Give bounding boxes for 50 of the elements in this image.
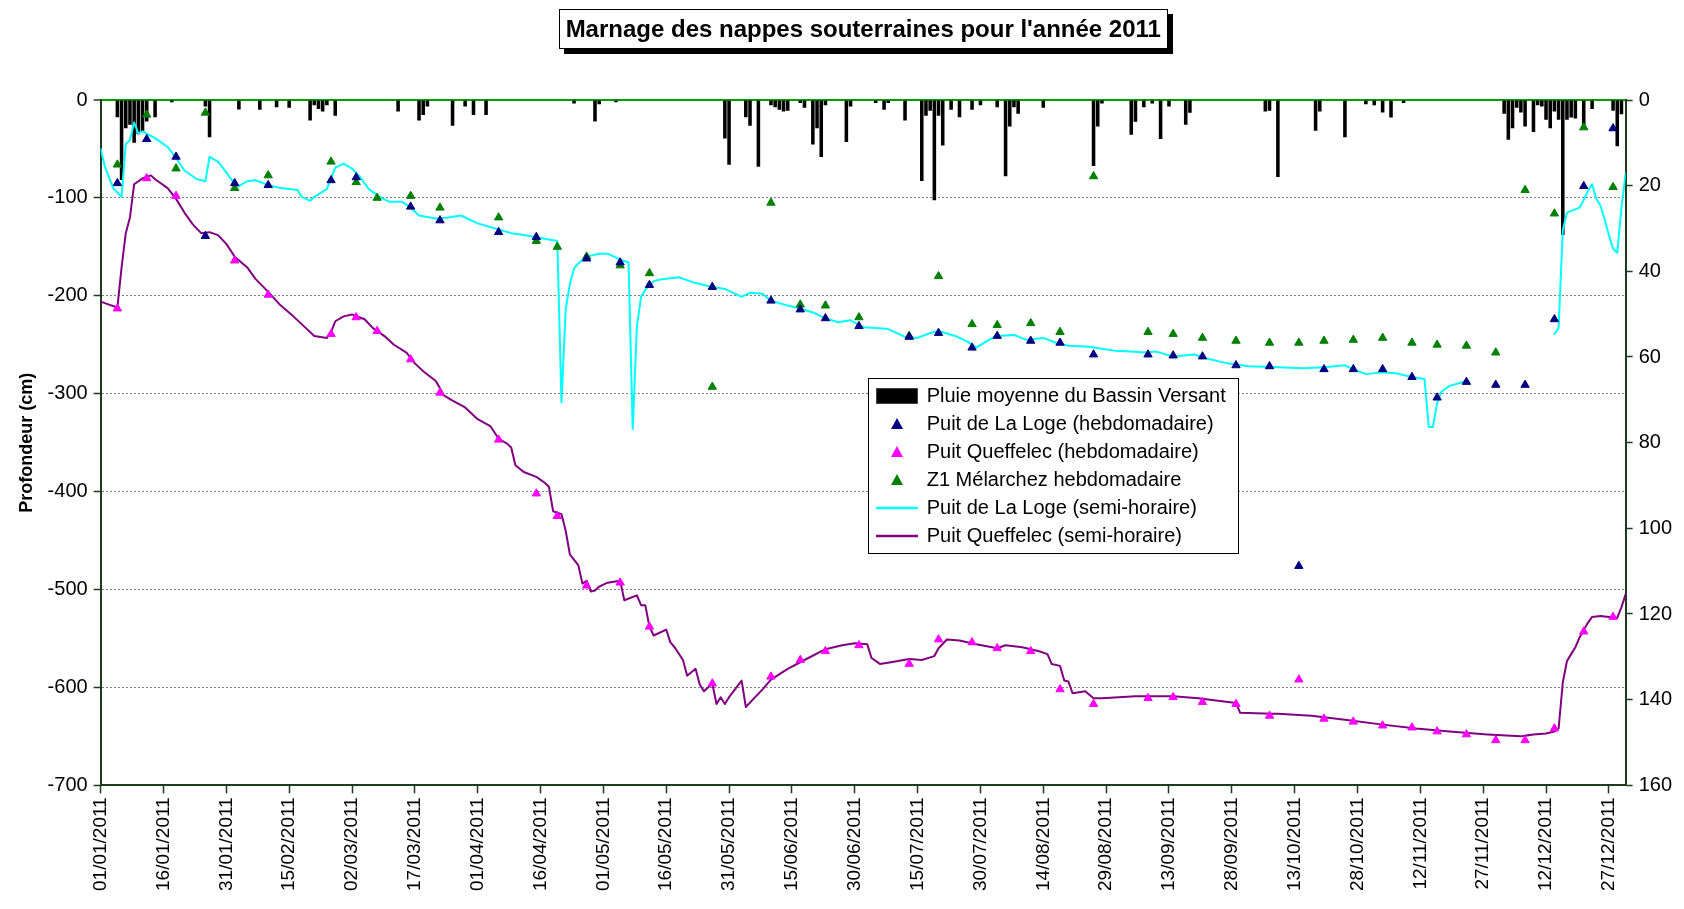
- x-tick-label: 01/01/2011: [88, 797, 110, 891]
- y2-tick-label: 100: [1638, 515, 1673, 538]
- x-tick-label: 16/01/2011: [151, 797, 173, 891]
- x-tick-label: 15/02/2011: [277, 797, 299, 891]
- x-tick-label: 30/07/2011: [968, 797, 990, 891]
- legend-label: Pluie moyenne du Bassin Versant: [926, 384, 1226, 408]
- x-tick-label: 15/06/2011: [780, 797, 802, 891]
- x-tick-label: 01/04/2011: [465, 797, 487, 891]
- y2-tick-label: 20: [1638, 173, 1661, 196]
- y2-tick-label: 60: [1638, 344, 1661, 367]
- legend-label: Puit de La Loge (hebdomadaire): [926, 412, 1214, 436]
- y-tick-label: 0: [76, 87, 88, 110]
- x-tick-label: 01/05/2011: [591, 797, 613, 891]
- x-tick-label: 28/10/2011: [1345, 797, 1367, 891]
- x-tick-label: 12/12/2011: [1534, 797, 1556, 891]
- x-tick-label: 31/01/2011: [214, 797, 236, 891]
- y-tick-label: -500: [47, 577, 88, 600]
- legend-label: Puit Queffelec (hebdomadaire): [926, 440, 1199, 464]
- y-tick-label: -100: [47, 185, 88, 208]
- y-axis-title: Profondeur (cm): [15, 372, 36, 513]
- x-tick-label: 13/10/2011: [1282, 797, 1304, 891]
- x-tick-label: 02/03/2011: [340, 797, 362, 891]
- x-tick-label: 12/11/2011: [1408, 797, 1430, 890]
- x-tick-label: 14/08/2011: [1031, 797, 1053, 891]
- y2-tick-label: 160: [1638, 772, 1673, 795]
- y2-tick-label: 140: [1638, 687, 1673, 710]
- x-tick-label: 28/09/2011: [1220, 797, 1242, 891]
- y2-tick-label: 120: [1638, 601, 1673, 624]
- y-tick-label: -200: [47, 283, 88, 306]
- y-tick-label: -300: [47, 381, 88, 404]
- y-tick-label: -400: [47, 479, 88, 502]
- x-tick-label: 16/04/2011: [528, 797, 550, 891]
- legend-label: Z1 Mélarchez hebdomadaire: [926, 468, 1182, 492]
- y-tick-label: -600: [47, 674, 88, 697]
- chart-title: Marnage des nappes souterraines pour l'année 2011: [558, 9, 1168, 49]
- x-tick-label: 30/06/2011: [842, 797, 864, 891]
- x-tick-label: 29/08/2011: [1094, 797, 1116, 891]
- x-tick-label: 13/09/2011: [1157, 797, 1179, 891]
- x-tick-label: 16/05/2011: [654, 797, 676, 891]
- y2-tick-label: 0: [1638, 87, 1650, 110]
- legend-label: Puit Queffelec (semi-horaire): [926, 524, 1182, 548]
- y2-tick-label: 40: [1638, 258, 1661, 281]
- x-tick-label: 31/05/2011: [717, 797, 739, 891]
- legend-label: Puit de La Loge (semi-horaire): [926, 496, 1197, 520]
- x-tick-label: 17/03/2011: [403, 797, 425, 891]
- y2-tick-label: 80: [1638, 430, 1661, 453]
- x-tick-label: 15/07/2011: [905, 797, 927, 891]
- y-tick-label: -700: [47, 772, 88, 795]
- x-tick-label: 27/11/2011: [1471, 797, 1493, 890]
- x-tick-label: 27/12/2011: [1597, 797, 1619, 891]
